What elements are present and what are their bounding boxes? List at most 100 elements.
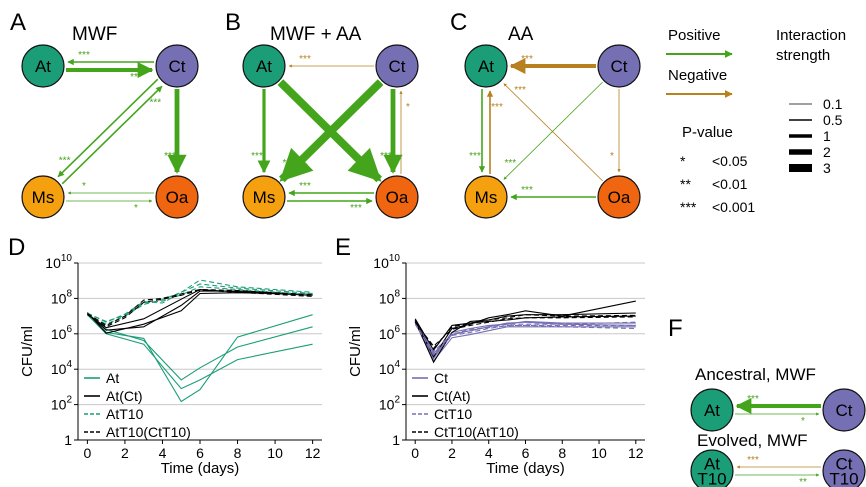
node-ct — [597, 44, 641, 88]
series-line — [87, 286, 313, 322]
chart-at-growth: 1 102 104 106 108 1010 0 2 4 6 8 10 12 Time (days) CFU… — [19, 253, 322, 477]
node-oa — [155, 175, 199, 219]
panel-title-b: MWF + AA — [270, 24, 362, 45]
pvalue-stars: ** — [680, 176, 691, 192]
significance-label: *** — [469, 151, 481, 162]
chart-ct-growth: 1 102 104 106 108 1010 0 2 4 6 8 10 12 Time (days) CFU… — [347, 253, 645, 477]
significance-label: * — [801, 416, 805, 427]
legend-pvalue-title: P-value — [682, 124, 733, 141]
interaction-arrow-oa-at — [503, 83, 603, 182]
y-tick-label: 106 — [379, 324, 401, 342]
pvalue-threshold: <0.05 — [712, 153, 748, 169]
significance-label: *** — [491, 102, 503, 113]
x-tick-label: 10 — [591, 445, 607, 461]
network-ancestral: ****At Ct — [690, 388, 866, 432]
significance-label: ** — [799, 477, 807, 487]
series-line — [414, 323, 636, 356]
x-axis-label: Time (days) — [486, 460, 565, 477]
y-tick-label: 108 — [51, 288, 73, 306]
panel-letter-a: A — [10, 9, 26, 36]
x-tick-label: 6 — [196, 445, 204, 461]
series-line — [414, 320, 636, 360]
node-ms — [464, 175, 508, 219]
series-line — [87, 289, 313, 328]
significance-label: * — [134, 203, 138, 214]
legend-entry: CtT10 — [434, 406, 472, 422]
strength-value: 0.5 — [823, 112, 843, 128]
node-label-ct: T10 — [829, 470, 858, 487]
panel-title-c: AA — [508, 24, 534, 45]
y-axis-label: CFU/ml — [347, 326, 364, 377]
x-tick-label: 2 — [121, 445, 129, 461]
legend-entry: AtT10 — [106, 406, 144, 422]
node-label-ct: Ct — [389, 57, 406, 76]
node-label-ct: Ct — [611, 57, 628, 76]
interaction-legend: Positive Negative Interaction strength 0… — [666, 27, 846, 215]
significance-label: *** — [299, 181, 311, 192]
node-oa — [597, 175, 641, 219]
legend-entry: At — [106, 370, 119, 386]
legend-entry: CtT10(AtT10) — [434, 424, 519, 440]
strength-value: 2 — [823, 144, 831, 160]
x-axis-label: Time (days) — [161, 460, 240, 477]
x-tick-label: 4 — [159, 445, 167, 461]
legend-negative-label: Negative — [668, 67, 727, 84]
series-line — [87, 288, 313, 329]
x-tick-label: 10 — [267, 445, 283, 461]
node-label-oa: Oa — [386, 188, 409, 207]
panel-letter-c: C — [450, 9, 467, 36]
interaction-arrow-ct-ms — [279, 79, 384, 183]
node-label-ct: Ct — [836, 401, 853, 420]
pvalue-threshold: <0.01 — [712, 176, 748, 192]
significance-label: *** — [747, 455, 759, 466]
significance-label: *** — [350, 203, 362, 214]
node-at — [21, 44, 65, 88]
node-oa — [375, 175, 419, 219]
node-label-ms: Ms — [253, 188, 276, 207]
y-tick-label: 108 — [379, 288, 401, 306]
significance-label: *** — [380, 151, 392, 162]
strength-value: 1 — [823, 128, 831, 144]
node-at — [690, 449, 734, 487]
panel-letter-e: E — [335, 234, 351, 261]
y-axis-label: CFU/ml — [19, 326, 36, 377]
node-ct — [155, 44, 199, 88]
pvalue-stars: * — [680, 153, 686, 169]
series-line — [87, 312, 313, 381]
significance-label: * — [610, 151, 614, 162]
legend-entry: AtT10(CtT10) — [106, 424, 191, 440]
significance-label: *** — [747, 394, 759, 405]
x-tick-label: 2 — [448, 445, 456, 461]
pvalue-legend: * <0.05 ** <0.01 *** <0.001 — [680, 153, 755, 215]
significance-label: *** — [78, 50, 90, 61]
series-line — [414, 322, 636, 357]
node-label-oa: Oa — [608, 188, 631, 207]
node-label-at: At — [478, 57, 494, 76]
x-tick-label: 8 — [558, 445, 566, 461]
significance-label: *** — [521, 54, 533, 65]
interaction-arrow-ct-ms — [503, 81, 603, 180]
y-tick-label: 1 — [64, 432, 72, 448]
series-line — [87, 283, 313, 325]
panel-letter-b: B — [225, 9, 241, 36]
legend-entry: At(Ct) — [106, 388, 143, 404]
node-at — [690, 388, 734, 432]
significance-label: *** — [521, 185, 533, 196]
legend-positive-label: Positive — [668, 27, 721, 44]
series-line — [414, 300, 636, 358]
y-tick-label: 104 — [51, 359, 73, 377]
strength-value: 0.1 — [823, 96, 843, 112]
series-line — [414, 312, 636, 364]
interaction-arrow-ms-ct — [61, 85, 163, 185]
node-label-ms: Ms — [475, 188, 498, 207]
node-label-at: T10 — [697, 470, 726, 487]
significance-label: *** — [282, 158, 294, 169]
node-label-at: At — [35, 57, 51, 76]
pvalue-threshold: <0.001 — [712, 199, 755, 215]
evolved-title: Evolved, MWF — [697, 431, 808, 450]
series-line — [414, 314, 636, 350]
